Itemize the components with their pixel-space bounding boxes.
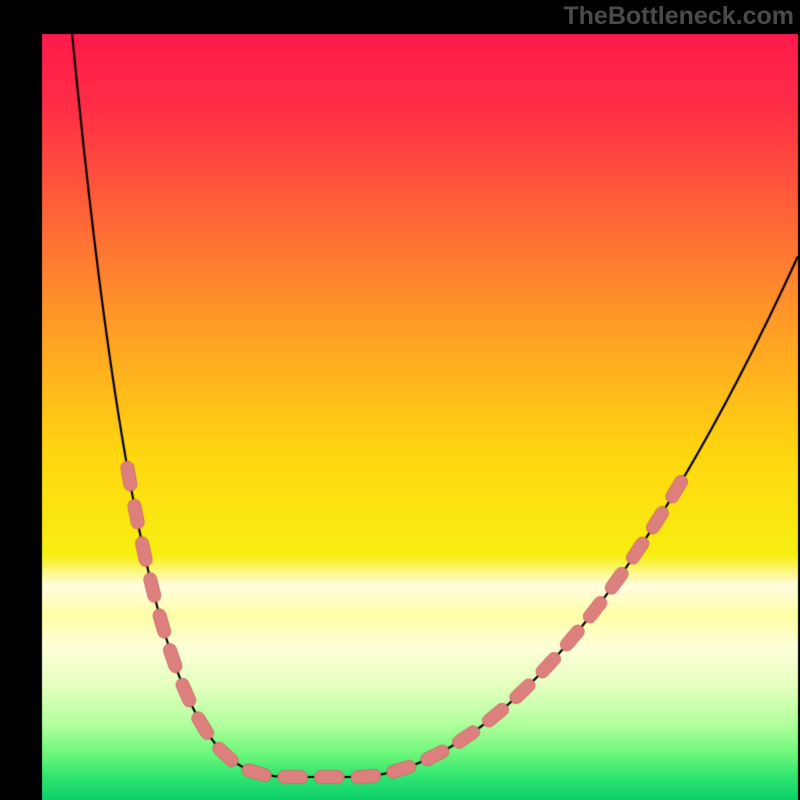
watermark-text: TheBottleneck.com	[563, 2, 794, 31]
curve-markers	[0, 0, 800, 800]
